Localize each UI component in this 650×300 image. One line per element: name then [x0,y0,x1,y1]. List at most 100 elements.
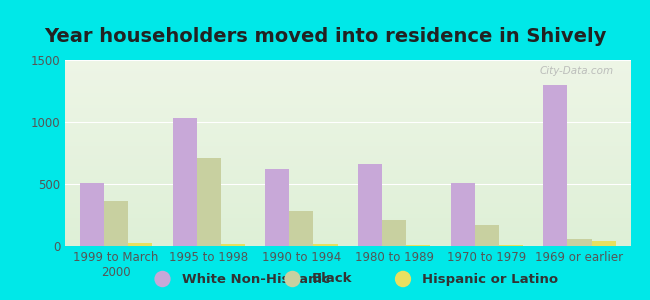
Bar [65,112,630,114]
Bar [65,136,630,138]
Bar [65,188,630,190]
Bar [65,131,630,133]
Bar [65,147,630,149]
Bar [65,64,630,66]
Bar [65,151,630,153]
Bar [65,198,630,200]
Bar [65,84,630,86]
Bar [65,86,630,88]
Bar [65,129,630,131]
Bar [65,75,630,77]
Bar [65,220,630,222]
Bar [221,244,245,246]
Text: Black: Black [312,272,352,286]
Text: Year householders moved into residence in Shively: Year householders moved into residence i… [44,27,606,46]
Bar [65,97,630,99]
Bar [65,106,630,108]
Bar [65,227,630,229]
Bar [65,200,630,201]
Bar [65,125,630,127]
Bar [128,243,152,246]
Bar [65,69,630,71]
Bar [65,172,630,173]
Bar [65,224,630,226]
Bar [65,222,630,224]
Bar [65,149,630,151]
Bar [65,92,630,94]
Text: City-Data.com: City-Data.com [540,66,614,76]
Bar [65,122,630,123]
Bar [65,119,630,122]
Bar [65,103,630,105]
Text: White Non-Hispanic: White Non-Hispanic [182,272,330,286]
Bar [65,194,630,196]
Bar [65,116,630,118]
Bar [65,201,630,203]
Bar [65,183,630,184]
Bar [65,205,630,207]
Bar [65,231,630,233]
Bar [65,203,630,205]
Bar [104,201,128,246]
Bar [65,212,630,214]
Bar [65,155,630,157]
Bar [65,190,630,192]
Bar [197,158,221,246]
Bar [65,94,630,95]
Bar [65,242,630,244]
Bar [65,211,630,212]
Bar [65,209,630,211]
Bar [65,101,630,103]
Bar [65,177,630,179]
Bar [65,60,630,62]
Bar [406,245,430,246]
Bar [65,77,630,79]
Bar [65,159,630,161]
Bar [65,173,630,175]
Bar [65,105,630,106]
Bar [65,187,630,188]
Bar [289,211,313,246]
Bar [172,118,197,246]
Bar [567,238,592,246]
Bar [65,192,630,194]
Bar [65,140,630,142]
Bar [65,114,630,116]
Bar [65,179,630,181]
Bar [65,88,630,90]
Bar [592,241,616,246]
Bar [65,168,630,170]
Bar [65,170,630,172]
Bar [65,138,630,140]
Bar [499,245,523,246]
Bar [65,166,630,168]
Bar [65,244,630,246]
Bar [65,80,630,82]
Bar [450,183,474,246]
Bar [65,62,630,64]
Bar [65,196,630,198]
Bar [65,181,630,183]
Bar [65,157,630,159]
Bar [65,184,630,187]
Bar [65,99,630,101]
Bar [65,142,630,144]
Bar [65,207,630,209]
Bar [65,216,630,218]
Bar [543,85,567,246]
Bar [65,235,630,237]
Bar [65,95,630,97]
Bar [65,175,630,177]
Bar [65,110,630,112]
Bar [65,162,630,164]
Bar [65,108,630,110]
Bar [65,90,630,92]
Bar [65,226,630,227]
Bar [65,118,630,119]
Bar [65,127,630,129]
Bar [313,244,337,246]
Bar [65,144,630,146]
Bar [65,164,630,166]
Bar [65,218,630,220]
Bar [358,164,382,246]
